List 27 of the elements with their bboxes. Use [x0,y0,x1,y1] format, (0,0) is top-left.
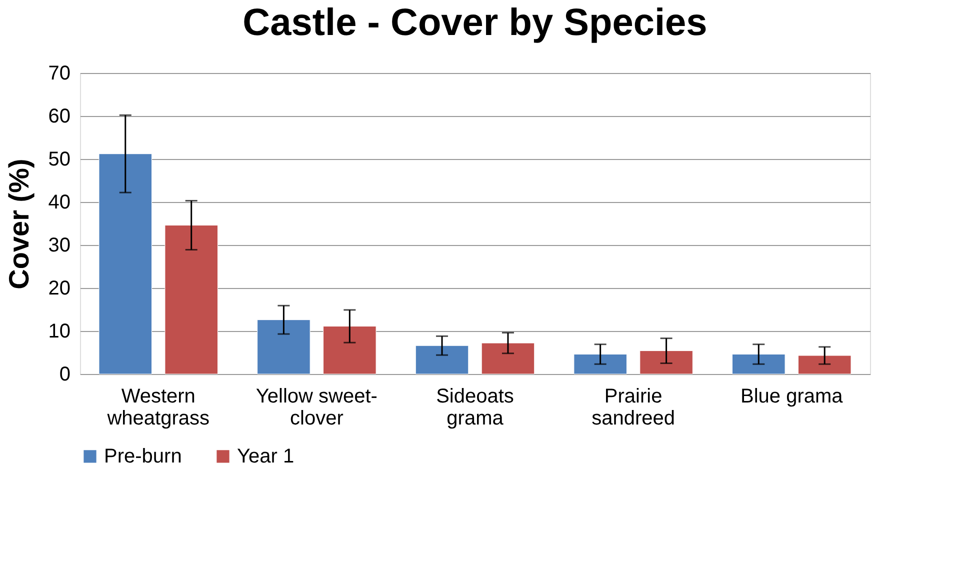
bar [798,355,852,374]
y-tick-label: 50 [48,148,70,170]
y-tick-label: 0 [59,364,70,386]
x-tick-label: Prairie sandreed [592,386,676,430]
x-tick-label: Yellow sweet-clover [256,386,378,430]
y-axis-title: Cover (%) [3,158,34,290]
legend-label: Year 1 [237,445,294,468]
bar [415,345,469,374]
bar [732,354,786,374]
y-tick-label: 20 [48,278,70,300]
bar [98,154,152,374]
y-tick-label: 30 [48,234,70,256]
legend-label: Pre-burn [104,445,182,468]
bar [164,224,218,374]
y-tick-label: 60 [48,106,70,128]
y-tick-label: 40 [48,192,70,214]
bar [574,354,627,374]
bar [323,326,376,374]
x-tick-label: Blue grama [740,386,844,408]
bar [481,342,535,374]
chart-title: Castle - Cover by Species [242,2,708,44]
bar [640,350,693,374]
y-tick-label: 10 [48,320,70,342]
x-tick-label: Sideoats grama [436,386,514,430]
y-tick-label: 70 [48,62,70,84]
bar [257,320,310,374]
x-tick-label: Western wheatgrass [106,386,210,430]
